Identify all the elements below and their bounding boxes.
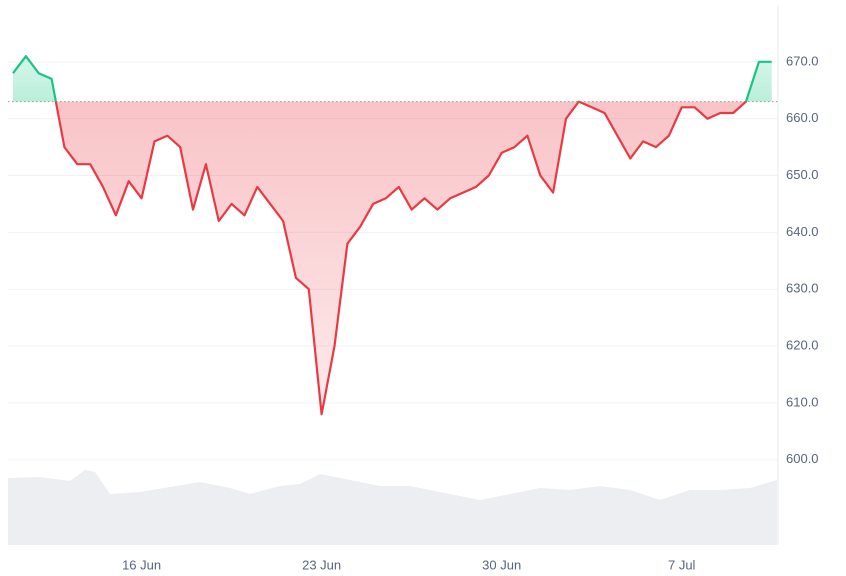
y-tick-label: 650.0 (786, 167, 819, 182)
x-tick-label: 30 Jun (482, 557, 521, 572)
x-tick-label: 7 Jul (668, 557, 696, 572)
volume-area (8, 470, 777, 545)
y-tick-label: 640.0 (786, 224, 819, 239)
y-tick-label: 600.0 (786, 451, 819, 466)
y-tick-label: 620.0 (786, 337, 819, 352)
x-tick-label: 23 Jun (302, 557, 341, 572)
y-tick-label: 670.0 (786, 53, 819, 68)
y-tick-label: 610.0 (786, 394, 819, 409)
area-fill (13, 56, 772, 415)
price-line (12, 55, 772, 416)
y-tick-label: 660.0 (786, 110, 819, 125)
y-tick-label: 630.0 (786, 281, 819, 296)
x-tick-label: 16 Jun (122, 557, 161, 572)
